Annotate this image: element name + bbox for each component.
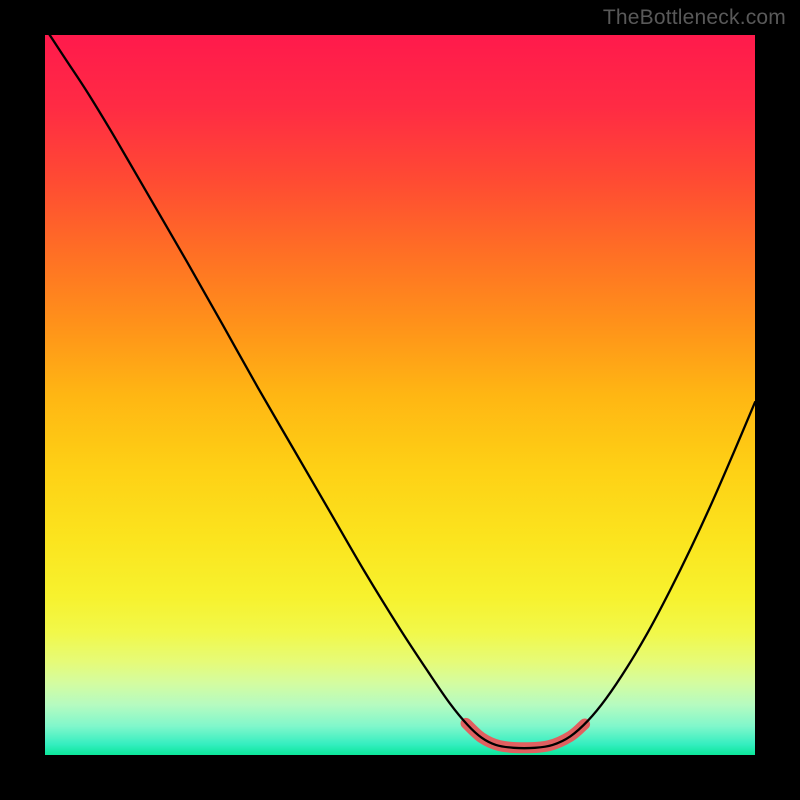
curve-layer [45, 35, 755, 755]
highlight-segment [466, 723, 585, 747]
plot-area [45, 35, 755, 755]
chart-container: TheBottleneck.com [0, 0, 800, 800]
watermark-label: TheBottleneck.com [603, 6, 786, 30]
bottleneck-curve [45, 35, 755, 748]
